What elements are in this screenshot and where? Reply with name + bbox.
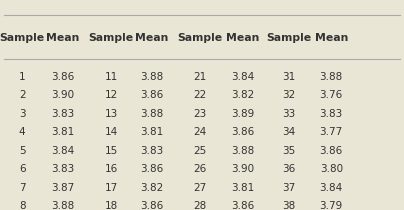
- Text: Sample: Sample: [0, 33, 45, 43]
- Text: 3.90: 3.90: [51, 90, 74, 100]
- Text: 3.88: 3.88: [140, 72, 163, 82]
- Text: 12: 12: [105, 90, 118, 100]
- Text: 3.81: 3.81: [51, 127, 74, 137]
- Text: 3: 3: [19, 109, 25, 119]
- Text: 38: 38: [282, 201, 295, 210]
- Text: 23: 23: [194, 109, 206, 119]
- Text: 3.79: 3.79: [320, 201, 343, 210]
- Text: Mean: Mean: [315, 33, 348, 43]
- Text: 3.84: 3.84: [51, 146, 74, 156]
- Text: 11: 11: [105, 72, 118, 82]
- Text: 3.82: 3.82: [140, 182, 163, 193]
- Text: 3.88: 3.88: [51, 201, 74, 210]
- Text: 3.86: 3.86: [320, 146, 343, 156]
- Text: 36: 36: [282, 164, 295, 174]
- Text: 21: 21: [194, 72, 206, 82]
- Text: 24: 24: [194, 127, 206, 137]
- Text: 3.86: 3.86: [231, 201, 254, 210]
- Text: 5: 5: [19, 146, 25, 156]
- Text: 27: 27: [194, 182, 206, 193]
- Text: 15: 15: [105, 146, 118, 156]
- Text: 13: 13: [105, 109, 118, 119]
- Text: 3.84: 3.84: [320, 182, 343, 193]
- Text: 22: 22: [194, 90, 206, 100]
- Text: Sample: Sample: [266, 33, 311, 43]
- Text: Mean: Mean: [46, 33, 79, 43]
- Text: 3.90: 3.90: [231, 164, 254, 174]
- Text: 3.89: 3.89: [231, 109, 254, 119]
- Text: 3.88: 3.88: [320, 72, 343, 82]
- Text: 26: 26: [194, 164, 206, 174]
- Text: 3.84: 3.84: [231, 72, 254, 82]
- Text: 34: 34: [282, 127, 295, 137]
- Text: 18: 18: [105, 201, 118, 210]
- Text: 16: 16: [105, 164, 118, 174]
- Text: 3.80: 3.80: [320, 164, 343, 174]
- Text: 3.83: 3.83: [51, 164, 74, 174]
- Text: 14: 14: [105, 127, 118, 137]
- Text: 37: 37: [282, 182, 295, 193]
- Text: 3.86: 3.86: [51, 72, 74, 82]
- Text: 3.86: 3.86: [140, 90, 163, 100]
- Text: 3.81: 3.81: [231, 182, 254, 193]
- Text: 3.88: 3.88: [140, 109, 163, 119]
- Text: Mean: Mean: [135, 33, 168, 43]
- Text: 3.88: 3.88: [231, 146, 254, 156]
- Text: 3.83: 3.83: [320, 109, 343, 119]
- Text: Mean: Mean: [226, 33, 259, 43]
- Text: 28: 28: [194, 201, 206, 210]
- Text: 31: 31: [282, 72, 295, 82]
- Text: 3.86: 3.86: [140, 201, 163, 210]
- Text: 17: 17: [105, 182, 118, 193]
- Text: 25: 25: [194, 146, 206, 156]
- Text: 3.83: 3.83: [51, 109, 74, 119]
- Text: 3.86: 3.86: [231, 127, 254, 137]
- Text: 33: 33: [282, 109, 295, 119]
- Text: 3.81: 3.81: [140, 127, 163, 137]
- Text: Sample: Sample: [88, 33, 134, 43]
- Text: 3.87: 3.87: [51, 182, 74, 193]
- Text: 3.76: 3.76: [320, 90, 343, 100]
- Text: 8: 8: [19, 201, 25, 210]
- Text: 3.83: 3.83: [140, 146, 163, 156]
- Text: 3.82: 3.82: [231, 90, 254, 100]
- Text: 6: 6: [19, 164, 25, 174]
- Text: 3.86: 3.86: [140, 164, 163, 174]
- Text: 35: 35: [282, 146, 295, 156]
- Text: 1: 1: [19, 72, 25, 82]
- Text: 3.77: 3.77: [320, 127, 343, 137]
- Text: 2: 2: [19, 90, 25, 100]
- Text: 7: 7: [19, 182, 25, 193]
- Text: 4: 4: [19, 127, 25, 137]
- Text: 32: 32: [282, 90, 295, 100]
- Text: Sample: Sample: [177, 33, 223, 43]
